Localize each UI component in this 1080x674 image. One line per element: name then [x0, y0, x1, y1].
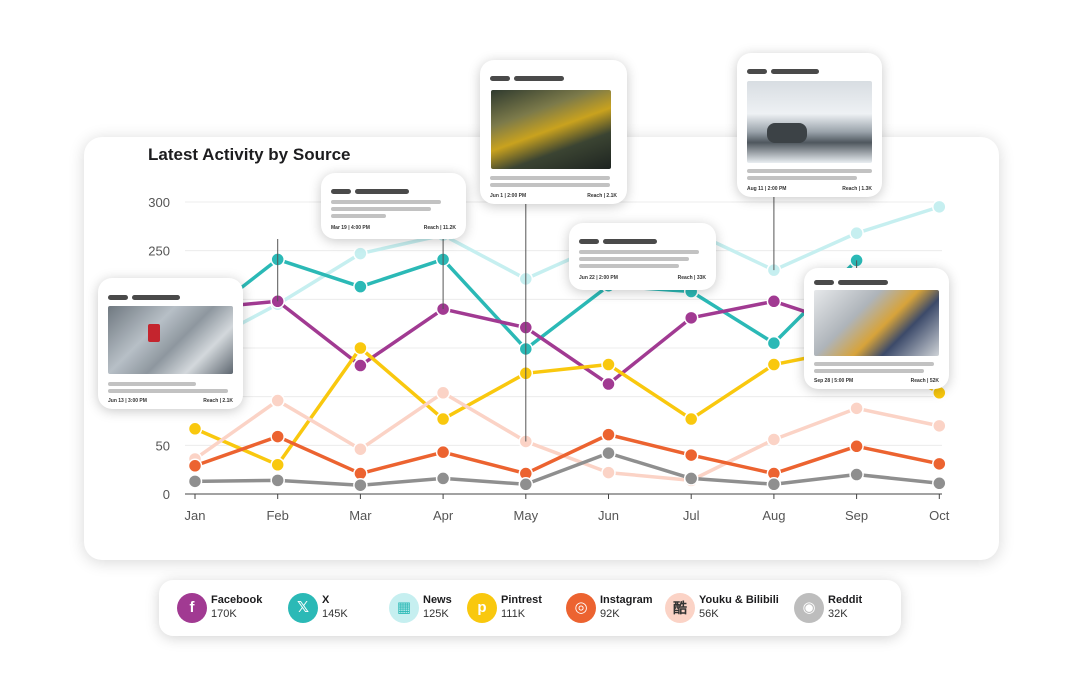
data-point[interactable] — [766, 294, 782, 309]
series-line — [194, 205, 940, 350]
data-point[interactable] — [187, 458, 203, 474]
data-point[interactable] — [849, 225, 864, 241]
post-image — [108, 306, 233, 374]
data-point[interactable] — [849, 467, 864, 482]
series-instagram — [187, 427, 947, 481]
series-line — [194, 451, 940, 487]
x-tick-label: Jun — [598, 508, 619, 523]
data-point[interactable] — [270, 429, 285, 444]
news-icon: ▦ — [443, 182, 453, 193]
data-point[interactable] — [435, 385, 451, 401]
news-icon: ▦ — [389, 593, 419, 623]
chart-title: Latest Activity by Source — [148, 145, 351, 164]
x-tick-label: Apr — [433, 508, 454, 523]
data-point[interactable] — [683, 447, 699, 463]
series-reddit — [187, 445, 947, 493]
post-image — [814, 290, 939, 356]
data-point[interactable] — [601, 445, 616, 461]
series-line — [193, 391, 940, 483]
news-icon: ▦ — [859, 62, 869, 73]
post-card-aug[interactable]: ▦ Aug 11 | 2:00 PM Reach | 1.3K — [737, 53, 882, 197]
post-image — [747, 81, 872, 163]
data-point[interactable] — [270, 473, 285, 488]
x-tick-label: Sep — [845, 508, 868, 523]
data-point[interactable] — [187, 421, 203, 437]
facebook-icon: f — [929, 273, 933, 284]
data-point[interactable] — [932, 418, 947, 434]
y-tick-label: 300 — [148, 195, 170, 210]
data-point[interactable] — [766, 477, 782, 492]
data-point[interactable] — [683, 310, 699, 326]
series-line — [194, 432, 940, 476]
data-point[interactable] — [353, 477, 368, 493]
x-icon: 𝕏 — [220, 287, 230, 298]
data-point[interactable] — [601, 357, 616, 372]
data-point[interactable] — [932, 199, 947, 215]
post-card-jan[interactable]: 𝕏 Jun 13 | 3:00 PM Reach | 2.1K — [98, 278, 243, 409]
data-point[interactable] — [932, 476, 947, 491]
data-point[interactable] — [766, 335, 782, 351]
post-image — [491, 90, 611, 169]
data-point[interactable] — [766, 357, 782, 372]
y-tick-label: 250 — [148, 244, 170, 259]
data-point[interactable] — [187, 474, 203, 489]
data-point[interactable] — [435, 444, 451, 460]
data-point[interactable] — [601, 465, 616, 480]
data-point[interactable] — [353, 441, 368, 457]
x-tick-label: Oct — [929, 508, 950, 523]
reddit-icon: ◉ — [794, 593, 824, 623]
data-point[interactable] — [849, 439, 864, 454]
facebook-icon: f — [177, 593, 207, 623]
data-point[interactable] — [601, 427, 616, 442]
x-icon: 𝕏 — [288, 593, 318, 623]
instagram-icon: ◎ — [566, 593, 596, 623]
y-tick-label: 0 — [163, 487, 170, 502]
x-tick-label: Aug — [762, 508, 785, 523]
x-tick-label: Feb — [266, 508, 288, 523]
legend: f Facebook 170K 𝕏 X 145K ▦ News 125K p P… — [159, 580, 901, 636]
post-card-mar[interactable]: ▦ Mar 19 | 4:00 PM Reach | 11.2K — [321, 173, 466, 239]
data-point[interactable] — [353, 279, 368, 294]
data-point[interactable] — [353, 340, 368, 356]
data-point[interactable] — [353, 246, 368, 261]
x-tick-label: Jul — [683, 508, 700, 523]
pinterest-icon — [600, 67, 616, 83]
data-point[interactable] — [932, 456, 947, 472]
reddit-icon: ◉ — [692, 232, 702, 243]
data-point[interactable] — [435, 471, 451, 486]
x-tick-label: Jan — [185, 508, 206, 523]
youku-bilibili-icon: 酷 — [665, 593, 695, 623]
x-tick-label: May — [514, 508, 539, 523]
data-point[interactable] — [270, 393, 285, 408]
y-tick-label: 50 — [156, 438, 170, 453]
data-point[interactable] — [518, 477, 534, 492]
data-point[interactable] — [683, 411, 699, 427]
post-card-jun[interactable]: ◉ Jun 22 | 2:00 PM Reach | 33K — [569, 223, 716, 290]
data-point[interactable] — [435, 411, 451, 427]
data-point[interactable] — [270, 457, 285, 473]
data-point[interactable] — [849, 401, 864, 416]
data-point[interactable] — [353, 358, 368, 373]
post-card-sep[interactable]: f Sep 28 | 5:00 PM Reach | 52K — [804, 268, 949, 389]
data-point[interactable] — [601, 376, 616, 392]
data-point[interactable] — [683, 471, 699, 486]
post-card-may[interactable]: Jun 1 | 2:00 PM Reach | 2.1K — [480, 60, 627, 204]
x-tick-label: Mar — [349, 508, 372, 523]
series-youku-bilibili — [187, 385, 947, 488]
pinterest-icon: p — [467, 593, 497, 623]
data-point[interactable] — [766, 432, 782, 447]
